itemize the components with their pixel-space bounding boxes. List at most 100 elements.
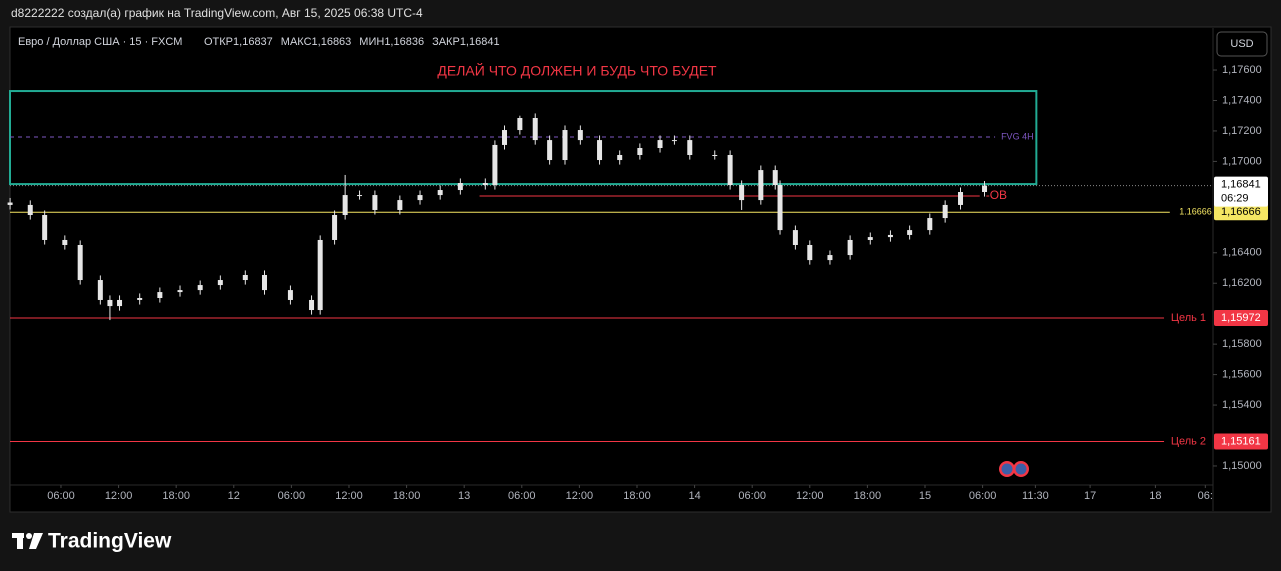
y-tick-label: 1,17200: [1222, 125, 1262, 137]
y-tick-label: 1,15000: [1222, 460, 1262, 472]
last-price: 1,16841: [1221, 179, 1261, 191]
level-name: Цель 2: [1171, 435, 1206, 447]
x-tick-label: 18:00: [623, 490, 651, 502]
candle-body: [547, 140, 553, 161]
candle-body: [357, 195, 363, 197]
candle-body: [739, 185, 745, 201]
candle-body: [137, 297, 143, 300]
legend-value: 1,16863: [312, 36, 352, 48]
candle-body: [807, 245, 813, 261]
x-tick-label: 12:00: [105, 490, 133, 502]
candle-body: [197, 285, 203, 291]
last-price-badge: [1214, 176, 1268, 207]
ohlc-legend: ОТКР 1,16837 МАКС 1,16863 МИН 1,16836 ЗАКР 1,16…: [204, 36, 500, 48]
candle-body: [982, 185, 988, 193]
y-tick-label: 1,15800: [1222, 338, 1262, 350]
legend-value: 1,16836: [384, 36, 424, 48]
candle-body: [482, 183, 488, 186]
logo: [12, 533, 43, 549]
candle-body: [777, 185, 783, 231]
x-tick-label: 11:30: [1022, 490, 1049, 502]
legend-label: ЗАКР: [432, 36, 460, 48]
candle-body: [342, 195, 348, 216]
candle-body: [397, 200, 403, 210]
level-badge: [1214, 309, 1268, 326]
currency[interactable]: USD: [1230, 38, 1253, 50]
attribution: d8222222 создал(а) график на TradingView…: [11, 6, 423, 20]
y-tick-label: 1,15400: [1222, 399, 1262, 411]
candle-body: [117, 299, 123, 307]
candle-body: [107, 299, 113, 307]
y-tick-label: 1,15600: [1222, 369, 1262, 381]
candle-body: [758, 170, 764, 201]
candle-body: [712, 155, 718, 157]
level-name: -OB: [986, 188, 1007, 202]
x-tick-label: 12:00: [335, 490, 363, 502]
candle-body: [42, 215, 48, 240]
candle-body: [502, 130, 508, 145]
level-value: 1,16666: [1221, 206, 1261, 218]
candle-body: [867, 237, 873, 240]
legend-value: 1,16837: [233, 36, 273, 48]
legend-label: МАКС: [281, 36, 312, 48]
x-tick-label: 12:00: [566, 490, 594, 502]
candle-body: [417, 195, 423, 201]
candle-body: [687, 140, 693, 156]
candle-body: [287, 290, 293, 300]
level-value: 1,15972: [1221, 312, 1261, 324]
candle-body: [62, 239, 68, 246]
candle-body: [657, 140, 663, 148]
level-value: 1,15161: [1221, 435, 1261, 447]
candle-body: [562, 130, 568, 161]
level-badge: [1214, 433, 1268, 450]
candle-body: [332, 215, 338, 240]
candle-body: [309, 299, 315, 311]
event-icons: [999, 461, 1029, 477]
x-tick-label: 06:: [1198, 490, 1213, 502]
x-tick-label: 12:00: [796, 490, 824, 502]
y-tick-label: 1,17400: [1222, 94, 1262, 106]
currency-button[interactable]: [1216, 31, 1268, 57]
candle-body: [617, 155, 623, 161]
candle-body: [492, 144, 498, 186]
chart-frame: [9, 26, 1272, 513]
level-name: FVG 4H: [1001, 131, 1034, 141]
chart-title: ДЕЛАЙ ЧТО ДОЛЖЕН И БУДЬ ЧТО БУДЕТ: [437, 62, 717, 79]
x-tick-label: 18: [1149, 490, 1161, 502]
logo-shape: [26, 533, 32, 539]
y-tick-label: 1,16400: [1222, 247, 1262, 259]
candle-body: [958, 192, 964, 205]
candle-body: [457, 183, 463, 191]
legend-label: МИН: [359, 36, 384, 48]
candle-body: [177, 290, 183, 293]
candle-body: [437, 190, 443, 196]
x-tick-label: 18:00: [393, 490, 421, 502]
legend-label: ОТКР: [204, 36, 233, 48]
logo-shape: [29, 533, 43, 549]
event-icon-flag: [1001, 463, 1013, 475]
candle-body: [7, 202, 13, 205]
level-name: 1.16666: [1179, 207, 1212, 217]
candle-body: [907, 230, 913, 235]
candle-body: [27, 204, 33, 216]
candle-body: [157, 292, 163, 298]
countdown: 06:29: [1221, 193, 1249, 205]
x-tick-label: 06:00: [278, 490, 306, 502]
brand: TradingView: [48, 530, 172, 553]
symbol: Евро / Доллар США · 15 · FXCM: [18, 36, 182, 48]
x-tick-label: 06:00: [969, 490, 997, 502]
candle-body: [532, 117, 538, 141]
zone: [9, 90, 1038, 186]
candle-body: [772, 170, 778, 186]
level-badge: [1214, 204, 1268, 221]
candle-body: [727, 155, 733, 186]
x-tick-label: 18:00: [854, 490, 882, 502]
candle-body: [792, 230, 798, 246]
x-tick-label: 06:00: [508, 490, 536, 502]
candle-body: [77, 245, 83, 281]
candle-body: [887, 234, 893, 238]
level-name: Цель 1: [1171, 312, 1206, 324]
x-tick-label: 06:00: [738, 490, 766, 502]
